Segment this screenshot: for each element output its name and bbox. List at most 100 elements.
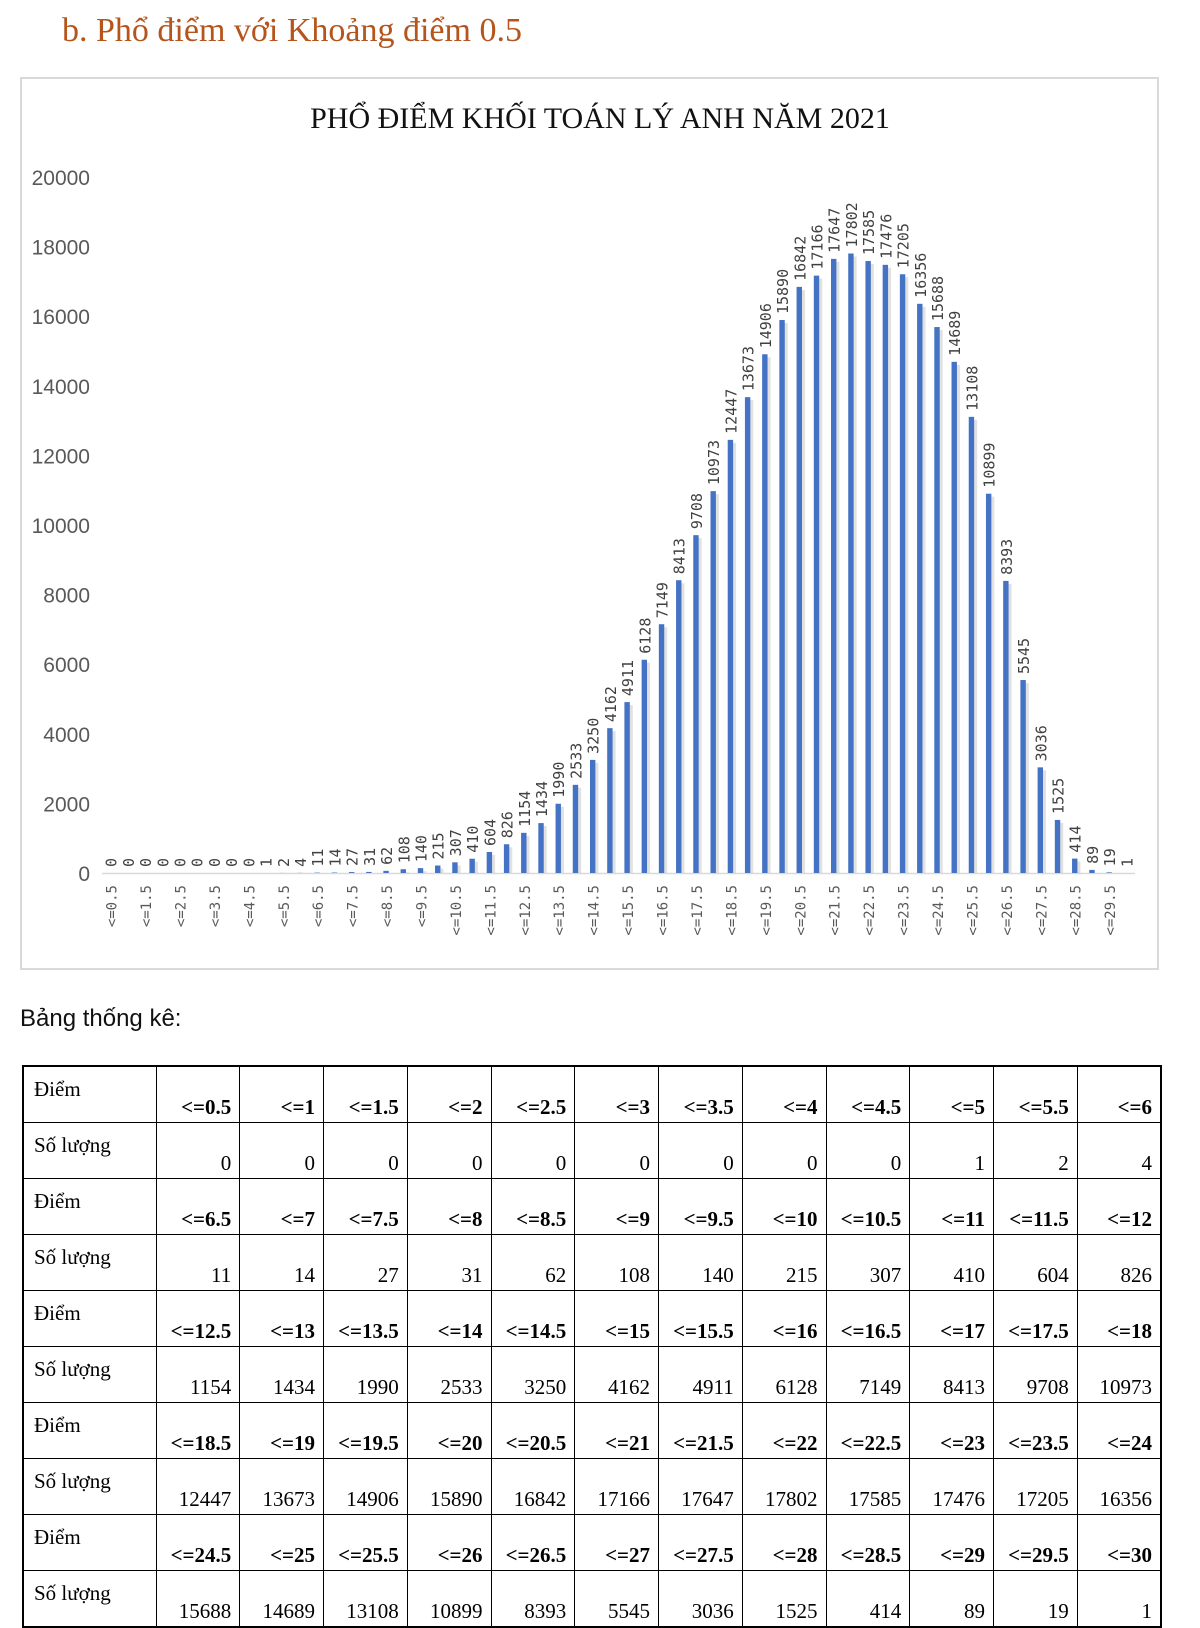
score-cell: <=10 [742, 1179, 826, 1235]
count-cell: 10899 [407, 1571, 491, 1628]
count-cell: 1 [910, 1123, 994, 1179]
x-tick-label: <=4.5 [242, 885, 258, 927]
score-cell: <=26.5 [491, 1515, 575, 1571]
bar [900, 274, 905, 873]
data-label: 17647 [826, 208, 844, 253]
bar [1106, 872, 1111, 873]
data-label: 3036 [1032, 725, 1050, 761]
data-label: 108 [395, 836, 413, 863]
data-label: 14906 [757, 303, 775, 348]
score-cell: <=15 [575, 1291, 659, 1347]
count-row-label: Số lượng [23, 1235, 156, 1291]
score-cell: <=7.5 [324, 1179, 408, 1235]
score-cell: <=5.5 [994, 1066, 1078, 1123]
bar [779, 320, 784, 873]
data-label: 15890 [774, 269, 792, 314]
score-row-label: Điểm [23, 1515, 156, 1571]
data-label: 1 [1118, 858, 1136, 867]
score-cell: <=22 [742, 1403, 826, 1459]
score-cell: <=5 [910, 1066, 994, 1123]
x-tick-label: <=15.5 [621, 885, 637, 936]
data-label: 410 [464, 826, 482, 853]
x-tick-label: <=11.5 [483, 885, 499, 936]
x-tick-label: <=7.5 [346, 885, 362, 927]
count-cell: 215 [742, 1235, 826, 1291]
data-label: 2 [275, 858, 293, 867]
count-row-label: Số lượng [23, 1123, 156, 1179]
data-label: 11 [309, 849, 327, 867]
count-cell: 8413 [910, 1347, 994, 1403]
bar [762, 354, 767, 873]
data-label: 19 [1101, 848, 1119, 866]
count-cell: 19 [994, 1571, 1078, 1628]
data-label: 10899 [981, 443, 999, 488]
x-tick-label: <=3.5 [208, 885, 224, 927]
data-label: 16356 [912, 253, 930, 298]
bar [865, 261, 870, 873]
score-cell: <=12 [1077, 1179, 1161, 1235]
x-axis: <=0.5<=1.5<=2.5<=3.5<=4.5<=5.5<=6.5<=7.5… [102, 874, 1135, 936]
x-tick-label: <=25.5 [965, 885, 981, 936]
score-cell: <=1.5 [324, 1066, 408, 1123]
bar [435, 866, 440, 873]
bar [366, 872, 371, 873]
count-cell: 3250 [491, 1347, 575, 1403]
score-cell: <=30 [1077, 1515, 1161, 1571]
x-tick-label: <=12.5 [518, 885, 534, 936]
y-tick-label: 12000 [32, 445, 90, 468]
bar [848, 253, 853, 873]
bar [349, 872, 354, 873]
x-tick-label: <=28.5 [1069, 885, 1085, 936]
x-tick-label: <=24.5 [931, 885, 947, 936]
data-label: 1 [258, 858, 276, 867]
data-label: 0 [154, 858, 172, 867]
score-cell: <=28.5 [826, 1515, 910, 1571]
score-cell: <=8 [407, 1179, 491, 1235]
data-label: 1990 [550, 762, 568, 798]
score-cell: <=9 [575, 1179, 659, 1235]
y-tick-label: 0 [78, 863, 90, 886]
data-label: 12447 [722, 389, 740, 434]
data-label: 14689 [946, 311, 964, 356]
bar [797, 287, 802, 873]
count-cell: 4162 [575, 1347, 659, 1403]
x-tick-label: <=6.5 [311, 885, 327, 927]
bar [969, 417, 974, 873]
bar [1072, 859, 1077, 873]
score-cell: <=6 [1077, 1066, 1161, 1123]
bar [624, 702, 629, 873]
score-cell: <=24 [1077, 1403, 1161, 1459]
x-tick-label: <=13.5 [552, 885, 568, 936]
score-cell: <=17.5 [994, 1291, 1078, 1347]
count-cell: 3036 [659, 1571, 743, 1628]
data-label: 1525 [1050, 778, 1068, 814]
count-cell: 0 [826, 1123, 910, 1179]
score-row-label: Điểm [23, 1403, 156, 1459]
score-row: Điểm<=0.5<=1<=1.5<=2<=2.5<=3<=3.5<=4<=4.… [23, 1066, 1161, 1123]
count-cell: 8393 [491, 1571, 575, 1628]
x-tick-label: <=27.5 [1034, 885, 1050, 936]
score-distribution-chart: 0200040006000800010000120001400016000180… [0, 0, 1200, 980]
data-label: 16842 [791, 236, 809, 281]
data-label: 4 [292, 858, 310, 867]
count-cell: 17205 [994, 1459, 1078, 1515]
data-label: 31 [361, 848, 379, 866]
score-row: Điểm<=24.5<=25<=25.5<=26<=26.5<=27<=27.5… [23, 1515, 1161, 1571]
data-label: 17585 [860, 210, 878, 255]
data-label: 10973 [705, 440, 723, 485]
data-label: 215 [430, 832, 448, 859]
x-tick-label: <=19.5 [759, 885, 775, 936]
score-cell: <=23.5 [994, 1403, 1078, 1459]
score-cell: <=8.5 [491, 1179, 575, 1235]
score-row-label: Điểm [23, 1179, 156, 1235]
data-label: 4162 [602, 686, 620, 722]
count-cell: 1 [1077, 1571, 1161, 1628]
bar [607, 728, 612, 873]
count-cell: 15890 [407, 1459, 491, 1515]
count-cell: 13673 [240, 1459, 324, 1515]
